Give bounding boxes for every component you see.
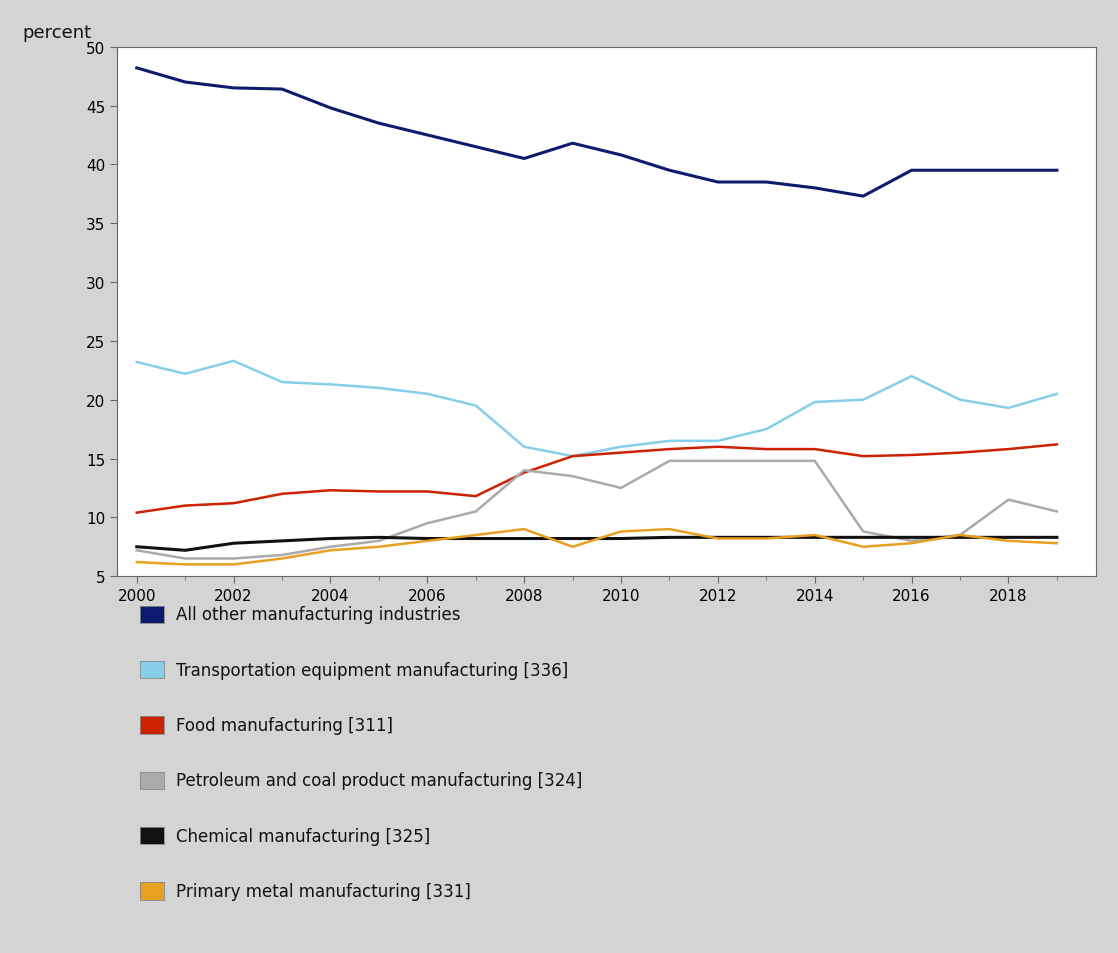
Text: percent: percent (22, 24, 92, 42)
Text: Transportation equipment manufacturing [336]: Transportation equipment manufacturing [… (176, 661, 568, 679)
Text: All other manufacturing industries: All other manufacturing industries (176, 606, 459, 623)
Text: Primary metal manufacturing [331]: Primary metal manufacturing [331] (176, 882, 471, 900)
Text: Chemical manufacturing [325]: Chemical manufacturing [325] (176, 827, 429, 844)
Text: Food manufacturing [311]: Food manufacturing [311] (176, 717, 392, 734)
Text: Petroleum and coal product manufacturing [324]: Petroleum and coal product manufacturing… (176, 772, 581, 789)
